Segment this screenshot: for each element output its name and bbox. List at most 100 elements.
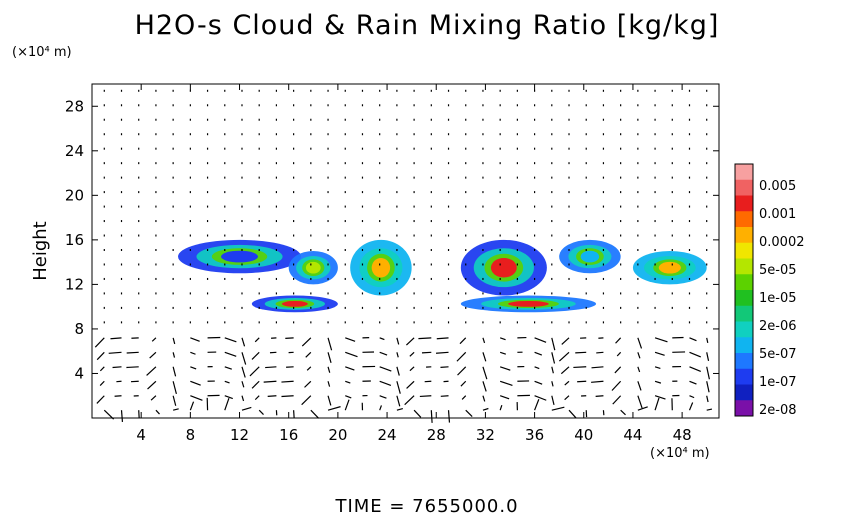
wind-vector xyxy=(224,351,237,357)
y-tick-label: 28 xyxy=(65,97,84,115)
wind-vector xyxy=(96,395,105,404)
wind-vector xyxy=(224,395,233,400)
wind-vector xyxy=(99,380,105,386)
y-tick-label: 8 xyxy=(74,320,84,338)
wind-vector xyxy=(379,351,388,356)
wind-vector xyxy=(96,351,105,361)
wind-vector xyxy=(421,351,432,354)
wind-vector xyxy=(396,337,400,345)
wind-vector xyxy=(436,337,449,340)
wind-vector xyxy=(190,351,196,355)
wind-vector xyxy=(482,366,488,380)
wind-vector xyxy=(460,380,467,387)
wind-vector xyxy=(396,366,400,376)
wind-vector xyxy=(249,366,260,377)
colorbar-label: 0.005 xyxy=(759,179,796,194)
colorbar-swatch xyxy=(735,337,753,354)
wind-vector xyxy=(564,380,570,386)
y-axis-label: Height xyxy=(30,221,51,281)
wind-vector xyxy=(409,351,415,357)
wind-vector xyxy=(534,395,547,401)
wind-vector xyxy=(379,405,382,411)
wind-vector xyxy=(706,381,710,393)
cloud-region-peak xyxy=(580,250,600,263)
y-tick-label: 16 xyxy=(65,231,84,249)
colorbar-swatch xyxy=(735,164,753,181)
wind-vector xyxy=(551,381,554,387)
wind-vector xyxy=(564,395,570,401)
wind-vector xyxy=(345,351,358,358)
y-tick-label: 20 xyxy=(65,186,84,204)
wind-vector xyxy=(147,380,157,390)
wind-vector xyxy=(254,395,260,401)
wind-vector xyxy=(482,395,486,402)
wind-vector xyxy=(327,337,333,351)
wind-vector xyxy=(573,366,587,369)
wind-vector xyxy=(327,352,332,363)
wind-vector xyxy=(114,395,122,397)
wind-vector xyxy=(534,351,543,356)
colorbar-swatch xyxy=(735,258,753,275)
wind-vector xyxy=(561,337,570,345)
wind-vector xyxy=(654,366,661,370)
wind-vector xyxy=(345,380,351,384)
wind-vector xyxy=(595,395,604,397)
wind-vector xyxy=(654,397,660,411)
wind-vector xyxy=(241,406,252,411)
y-tick-label: 4 xyxy=(74,364,84,382)
colorbar-swatch xyxy=(735,227,753,244)
wind-vector xyxy=(396,352,399,358)
wind-vector xyxy=(241,381,245,388)
wind-vector xyxy=(310,409,320,419)
wind-vector xyxy=(108,351,122,354)
wind-vector xyxy=(612,395,622,405)
wind-vector xyxy=(345,395,352,399)
wind-vector xyxy=(189,401,195,411)
wind-vector xyxy=(499,405,503,411)
wind-vector xyxy=(534,337,547,343)
wind-vector xyxy=(558,351,570,362)
wind-vector xyxy=(190,337,200,342)
wind-vector xyxy=(306,366,312,371)
colorbar-label: 1e-05 xyxy=(759,291,797,306)
wind-vector xyxy=(654,380,662,384)
wind-vector xyxy=(465,409,473,417)
wind-vector xyxy=(637,381,642,391)
wind-vector xyxy=(281,395,294,398)
colorbar-label: 0.0002 xyxy=(759,235,805,250)
colorbar-swatch xyxy=(735,179,753,196)
wind-vector xyxy=(301,337,312,347)
wind-vector xyxy=(110,337,122,340)
wind-vector xyxy=(534,380,543,385)
wind-vector xyxy=(99,366,105,372)
wind-vector xyxy=(241,337,246,347)
wind-vector xyxy=(224,366,232,370)
wind-vector xyxy=(251,380,260,389)
wind-vector xyxy=(551,406,565,411)
wind-vector xyxy=(224,337,237,343)
cloud-region-peak xyxy=(305,261,321,274)
wind-vector xyxy=(172,366,177,377)
wind-vector xyxy=(404,395,415,406)
wind-vector xyxy=(396,408,403,411)
wind-vector xyxy=(190,395,203,401)
y-axis-unit: (×10⁴ m) xyxy=(12,45,72,60)
time-label: TIME = 7655000.0 xyxy=(335,496,519,517)
wind-vector xyxy=(482,352,487,362)
colorbar-swatch xyxy=(735,195,753,212)
wind-vector xyxy=(327,406,341,411)
wind-vector xyxy=(688,402,694,411)
cloud-region-peak xyxy=(658,261,681,274)
cloud-region-peak xyxy=(371,257,391,278)
wind-vector xyxy=(637,395,643,409)
colorbar-label: 0.001 xyxy=(759,207,796,222)
wind-vector xyxy=(499,351,506,355)
wind-vector xyxy=(379,380,392,386)
colorbar-swatch xyxy=(735,274,753,291)
wind-vector xyxy=(614,366,622,374)
wind-vector xyxy=(258,409,264,415)
wind-vector xyxy=(409,366,415,372)
wind-vector xyxy=(706,395,709,403)
wind-vector xyxy=(263,380,277,383)
